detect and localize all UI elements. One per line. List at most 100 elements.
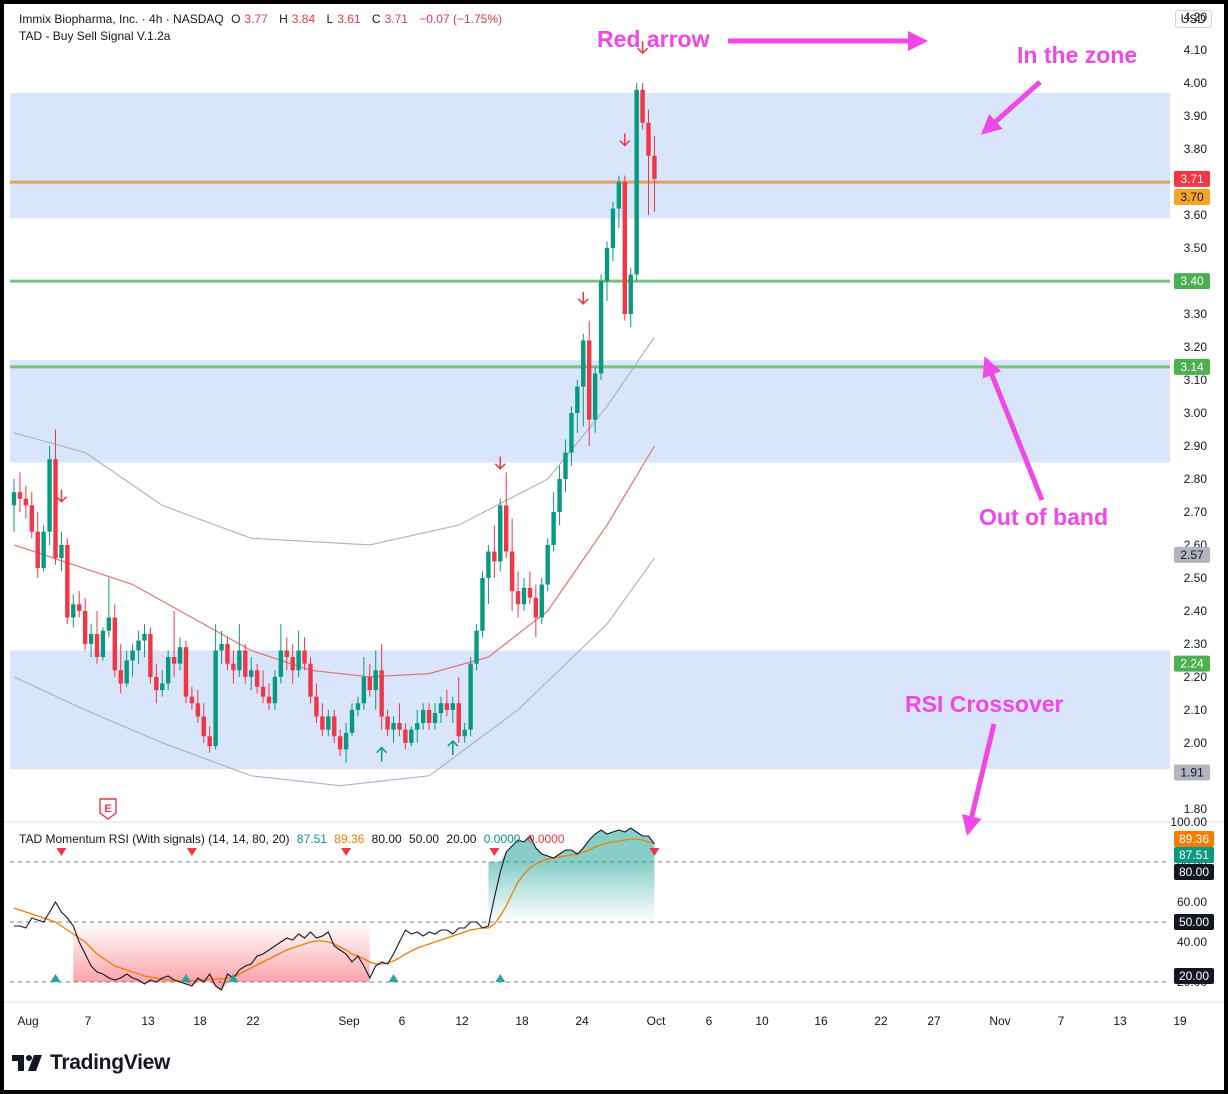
candle [592,366,598,433]
candle-body [35,531,40,569]
tradingview-logo[interactable]: TradingView [12,1051,170,1075]
candle-body [474,630,479,664]
candle-body [503,505,509,552]
time-tick-label: 27 [927,1014,941,1028]
price-label-text: 2.57 [1180,548,1204,562]
price-tick-label: 2.90 [1184,439,1208,453]
candle [403,723,408,750]
candle [88,624,94,658]
rsi-overbought-glow [488,862,655,922]
candle [509,518,515,611]
price-tick-label: 2.30 [1184,637,1208,651]
time-tick-label: Nov [989,1014,1010,1028]
candle [326,709,331,737]
price-chart-canvas[interactable]: E 1.801.902.002.102.202.302.402.502.602.… [4,4,1224,1090]
price-tick-label: 4.10 [1184,43,1208,57]
candle [177,637,183,671]
candle-body [409,729,414,743]
candle [320,703,325,737]
candle [575,380,580,433]
candle-body [124,660,129,684]
candle [444,690,450,717]
indicator-legend[interactable]: TAD - Buy Sell Signal V.1.2a [19,29,171,43]
candle-body [337,736,343,750]
candle-body [456,703,461,737]
buy-signal-arrow [447,739,459,756]
candle [332,709,337,743]
time-tick-label: 16 [814,1014,828,1028]
arrow-in-the-zone [981,80,1042,135]
rsi-buy-marker [388,974,399,982]
price-tick-label: 2.20 [1184,670,1208,684]
rsi-buy-marker [228,974,239,982]
candle [154,663,159,704]
candle-body [652,155,657,179]
price-label-badge [1174,764,1210,781]
price-label-badge [1174,546,1210,563]
annotation-out-of-band: Out of band [979,504,1109,530]
candle-body [640,89,645,123]
candle-body [581,340,586,387]
candle-body [71,604,76,618]
rsi-tick-label: 100.00 [1170,815,1207,829]
candle [498,498,503,572]
candle-body [616,182,622,209]
candle [409,726,414,747]
candle [29,492,34,539]
time-tick-label: 18 [515,1014,529,1028]
ohlc-open: O 3.77 [231,12,268,26]
candle [432,703,438,730]
candle [557,465,562,526]
candle-body [379,670,384,717]
candle-body [634,89,639,275]
price-tick-label: 3.80 [1184,142,1208,156]
currency-label[interactable]: USD [1174,10,1212,28]
candle-body [17,492,23,499]
candle-body [160,683,165,691]
rsi-sell-marker [341,848,352,856]
sell-signal-arrow [637,41,649,55]
candle-body [136,640,141,651]
price-tick-label: 3.00 [1184,406,1208,420]
time-tick-label: Oct [647,1014,666,1028]
price-tick-label: 3.60 [1184,208,1208,222]
rsi-label-badge [1174,968,1214,984]
candle-body [515,591,521,605]
candle-body [296,650,301,671]
candle-body [171,657,177,664]
rsi-value-6: 0.0000 [483,832,521,846]
candle-body [77,604,82,611]
rsi-value-3: 80.00 [371,832,402,846]
candle [581,333,586,427]
time-tick-label: 22 [246,1014,260,1028]
candle-body [189,696,195,704]
rsi-label-text: 89.36 [1179,832,1209,846]
candle-body [290,657,295,671]
sell-signal-arrow [55,489,67,503]
arrow-rsi-crossover [962,723,997,836]
candle-body [462,729,467,737]
buy-signal-arrow [376,746,388,762]
candle [225,637,230,671]
rsi-sell-marker [489,848,500,856]
candle-body [142,633,147,641]
sell-signal-arrow [494,456,506,470]
candle-body [622,182,627,315]
rsi-sell-marker [56,848,67,856]
candle-body [355,703,361,710]
candle-body [587,340,592,420]
price-tick-label: 3.50 [1184,241,1208,255]
candle-body [53,459,58,559]
symbol-line[interactable]: Immix Biopharma, Inc. · 4h · NASDAQ [19,12,224,26]
ohlc-low: L 3.61 [326,12,361,26]
candle-body [415,723,420,730]
candle-body [539,584,544,618]
price-tick-label: 3.90 [1184,109,1208,123]
candle [11,478,17,532]
candle [462,723,467,743]
arrow-out-of-band [982,356,1045,501]
candle-body [373,670,378,691]
candle-body [183,647,189,697]
rsi-legend[interactable]: TAD Momentum RSI (With signals) (14, 14,… [19,832,569,846]
candle-body [533,597,539,618]
